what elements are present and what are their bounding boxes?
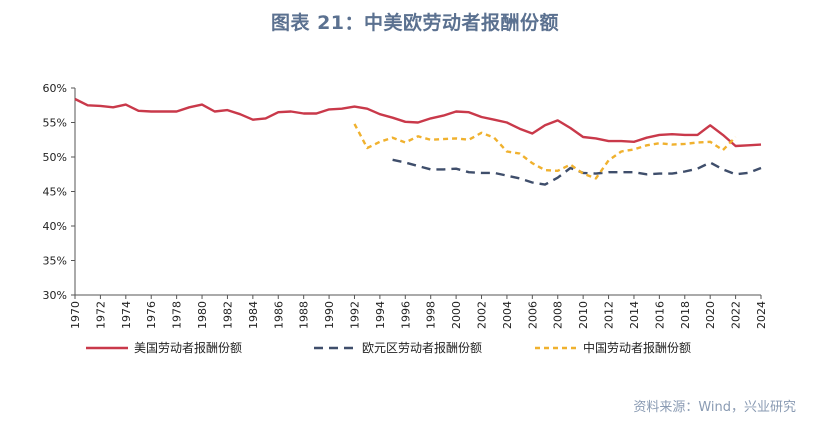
- tick-labels: 30% 35% 40% 45% 50% 55% 60% 1970 1972 1974 1976 197…: [43, 82, 768, 329]
- legend-label-2: 欧元区劳动者报酬份额: [362, 340, 482, 355]
- chart-title: 图表 21：中美欧劳动者报酬份额: [270, 12, 560, 34]
- x-tick-label: 2000: [450, 301, 463, 329]
- x-tick-label: 2016: [653, 301, 666, 329]
- x-tick-label: 2014: [628, 301, 641, 329]
- series-line-3: [353, 123, 737, 180]
- x-tick-label: 1996: [399, 301, 412, 329]
- y-tick-label: 35%: [43, 255, 67, 268]
- x-tick-label: 2006: [526, 301, 539, 329]
- x-tick-label: 2012: [603, 301, 616, 329]
- x-tick-label: 1974: [120, 301, 133, 329]
- x-tick-label: 2020: [704, 301, 717, 329]
- x-tick-label: 1982: [221, 301, 234, 329]
- x-tick-label: 1992: [348, 301, 361, 329]
- y-tick-label: 45%: [43, 186, 67, 199]
- y-tick-label: 50%: [43, 151, 67, 164]
- series-lines: [74, 97, 762, 186]
- series-line-1: [74, 97, 762, 148]
- y-tick-label: 30%: [43, 289, 67, 302]
- legend-label-1: 美国劳动者报酬份额: [134, 340, 242, 355]
- series-line-2: [392, 158, 762, 186]
- x-tick-label: 2022: [730, 301, 743, 329]
- x-tick-label: 1988: [298, 301, 311, 329]
- y-tick-label: 60%: [43, 82, 67, 95]
- legend-label-3: 中国劳动者报酬份额: [583, 340, 691, 355]
- x-tick-label: 2002: [476, 301, 489, 329]
- x-tick-label: 1986: [272, 301, 285, 329]
- x-tick-label: 2024: [755, 301, 768, 329]
- x-tick-label: 1998: [425, 301, 438, 329]
- x-tick-label: 2004: [501, 301, 514, 329]
- x-tick-label: 1994: [374, 301, 387, 329]
- x-tick-label: 1972: [94, 301, 107, 329]
- x-tick-label: 2008: [552, 301, 565, 329]
- y-tick-label: 40%: [43, 220, 67, 233]
- x-tick-label: 1970: [69, 301, 82, 329]
- x-tick-label: 1976: [145, 301, 158, 329]
- x-tick-label: 2018: [679, 301, 692, 329]
- chart-axes: [71, 87, 762, 299]
- x-tick-label: 1990: [323, 301, 336, 329]
- source-note: 资料来源：Wind，兴业研究: [633, 400, 796, 415]
- x-tick-label: 1980: [196, 301, 209, 329]
- y-tick-label: 55%: [43, 117, 67, 130]
- legend: 美国劳动者报酬份额 欧元区劳动者报酬份额 中国劳动者报酬份额: [86, 340, 691, 355]
- x-tick-label: 1978: [171, 301, 184, 329]
- x-tick-label: 2010: [577, 301, 590, 329]
- x-tick-label: 1984: [247, 301, 260, 329]
